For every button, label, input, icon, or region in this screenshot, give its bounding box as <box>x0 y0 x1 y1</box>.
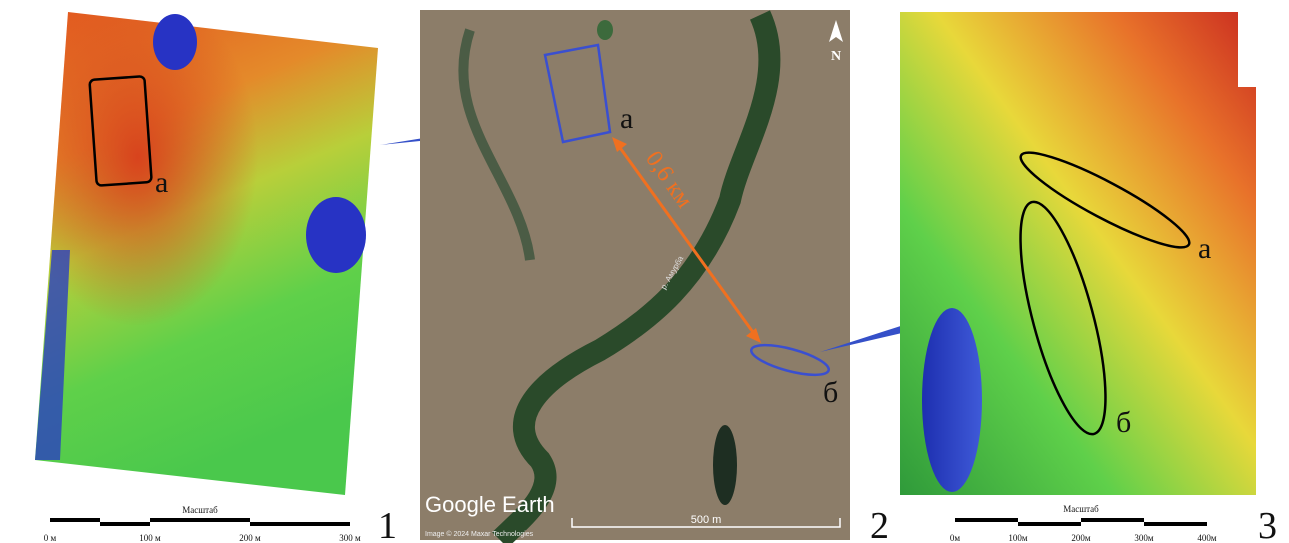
scale-bar <box>571 518 841 528</box>
panel-number: 1 <box>378 505 397 543</box>
label: а <box>1198 232 1211 265</box>
panel-number: 3 <box>1258 505 1277 543</box>
scale-tick: 300м <box>1134 533 1154 543</box>
scale-bar <box>50 518 350 526</box>
arrow-head <box>612 137 627 152</box>
brand: Google Earth <box>425 492 555 517</box>
legend-box <box>1238 12 1256 87</box>
scale-title: Масштаб <box>1063 504 1099 514</box>
credit: Image © 2024 Maxar Technologies <box>425 530 534 538</box>
depression <box>153 14 197 70</box>
outline-a <box>88 75 153 187</box>
scale-tick: 200 м <box>239 533 261 543</box>
pointer-arrow <box>820 322 915 352</box>
scale-tick: 200м <box>1071 533 1091 543</box>
outline-a <box>1019 151 1191 249</box>
north-label: N <box>831 49 841 64</box>
panel-number: 2 <box>870 505 889 543</box>
scale-tick: 400м <box>1197 533 1217 543</box>
north-arrow <box>829 20 843 42</box>
scale-label: 500 m <box>691 514 722 526</box>
label: б <box>823 376 838 409</box>
outline-b <box>750 343 830 377</box>
scale-tick: 0м <box>950 533 961 543</box>
label: а <box>620 102 633 135</box>
label: а <box>155 166 168 199</box>
river <box>492 10 781 543</box>
scale-tick: 0 м <box>44 533 57 543</box>
outline-a <box>543 43 612 144</box>
scale-tick: 300 м <box>339 533 361 543</box>
panel-1: а Масштаб 0 м 100 м 200 м 300 м 1 <box>35 12 397 543</box>
scale-tick: 100м <box>1008 533 1028 543</box>
dem-highs <box>35 12 378 495</box>
scale-bar <box>955 518 1207 526</box>
arrow-head <box>746 328 761 343</box>
distance-line <box>616 144 757 336</box>
outline-b <box>1019 200 1107 436</box>
label: б <box>1116 406 1131 439</box>
low-area <box>35 250 70 460</box>
panel-2: а 0,6 км р. Амурба б N Google Earth Imag… <box>420 10 889 543</box>
lake <box>713 425 737 505</box>
old-channel <box>458 28 535 261</box>
satellite-image <box>420 10 850 540</box>
scale-title: Масштаб <box>182 505 218 515</box>
depression <box>922 308 982 492</box>
scale-tick: 100 м <box>139 533 161 543</box>
panel-3: а б Масштаб 0м 100м 200м 300м 400м 3 <box>900 12 1277 543</box>
depression <box>306 197 366 273</box>
lake <box>597 20 613 40</box>
